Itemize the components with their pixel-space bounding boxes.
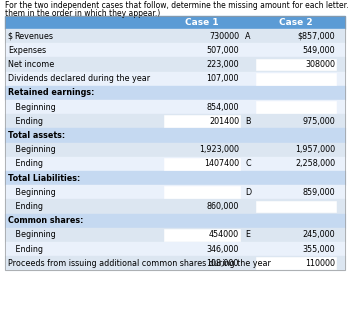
- Text: 2,258,000: 2,258,000: [295, 159, 335, 169]
- Text: 860,000: 860,000: [206, 202, 239, 211]
- Bar: [5, 142, 345, 157]
- Bar: [256, 201, 336, 212]
- Bar: [5, 43, 345, 58]
- Text: 730000: 730000: [209, 31, 239, 41]
- Text: Case 2: Case 2: [279, 18, 313, 27]
- Bar: [256, 257, 336, 269]
- Text: Beginning: Beginning: [8, 103, 56, 112]
- Text: For the two independent cases that follow, determine the missing amount for each: For the two independent cases that follo…: [5, 1, 350, 10]
- Bar: [5, 16, 345, 29]
- Bar: [5, 157, 345, 171]
- Bar: [5, 29, 345, 43]
- Text: 308000: 308000: [305, 60, 335, 69]
- Bar: [5, 72, 345, 86]
- Bar: [5, 86, 345, 100]
- Bar: [5, 100, 345, 114]
- Text: Case 1: Case 1: [185, 18, 219, 27]
- Text: Retained earnings:: Retained earnings:: [8, 88, 94, 97]
- Text: Revenues: Revenues: [14, 31, 53, 41]
- Text: Proceeds from issuing additional common shares during the year: Proceeds from issuing additional common …: [8, 259, 271, 268]
- Text: 110000: 110000: [305, 259, 335, 268]
- Text: Total Liabilities:: Total Liabilities:: [8, 174, 80, 183]
- Text: 107,000: 107,000: [206, 74, 239, 83]
- Text: 975,000: 975,000: [302, 117, 335, 126]
- Bar: [5, 256, 345, 270]
- Text: Beginning: Beginning: [8, 188, 56, 197]
- Text: B: B: [245, 117, 251, 126]
- Bar: [5, 185, 345, 199]
- Bar: [5, 242, 345, 256]
- Text: 223,000: 223,000: [206, 60, 239, 69]
- Text: Beginning: Beginning: [8, 145, 56, 154]
- Text: Beginning: Beginning: [8, 231, 56, 239]
- Text: Total assets:: Total assets:: [8, 131, 65, 140]
- Text: Ending: Ending: [8, 159, 43, 169]
- Bar: [256, 59, 336, 70]
- Text: 355,000: 355,000: [302, 245, 335, 253]
- Text: Dividends declared during the year: Dividends declared during the year: [8, 74, 150, 83]
- Bar: [5, 171, 345, 185]
- Bar: [5, 58, 345, 72]
- Text: Ending: Ending: [8, 245, 43, 253]
- Text: them in the order in which they appear.): them in the order in which they appear.): [5, 9, 160, 18]
- Bar: [5, 114, 345, 128]
- Bar: [5, 16, 345, 270]
- Text: 854,000: 854,000: [206, 103, 239, 112]
- Text: 108,000: 108,000: [206, 259, 239, 268]
- Bar: [5, 199, 345, 214]
- Text: 245,000: 245,000: [302, 231, 335, 239]
- Text: 1,957,000: 1,957,000: [295, 145, 335, 154]
- Text: 201400: 201400: [209, 117, 239, 126]
- Bar: [164, 229, 240, 241]
- Text: Ending: Ending: [8, 202, 43, 211]
- Bar: [164, 115, 240, 127]
- Text: E: E: [245, 231, 251, 239]
- Text: $: $: [7, 31, 12, 41]
- Text: 454000: 454000: [209, 231, 239, 239]
- Bar: [5, 214, 345, 228]
- Text: 346,000: 346,000: [206, 245, 239, 253]
- Text: Ending: Ending: [8, 117, 43, 126]
- Text: Common shares:: Common shares:: [8, 216, 83, 225]
- Text: 859,000: 859,000: [302, 188, 335, 197]
- Text: C: C: [245, 159, 251, 169]
- Text: Expenses: Expenses: [8, 46, 46, 55]
- Bar: [256, 73, 336, 85]
- Bar: [5, 128, 345, 142]
- Text: D: D: [245, 188, 251, 197]
- Bar: [164, 158, 240, 170]
- Text: A: A: [245, 31, 251, 41]
- Bar: [5, 228, 345, 242]
- Bar: [164, 186, 240, 198]
- Text: $857,000: $857,000: [298, 31, 335, 41]
- Text: 1,923,000: 1,923,000: [199, 145, 239, 154]
- Text: 507,000: 507,000: [206, 46, 239, 55]
- Text: 549,000: 549,000: [302, 46, 335, 55]
- Text: 1407400: 1407400: [204, 159, 239, 169]
- Bar: [256, 101, 336, 113]
- Text: Net income: Net income: [8, 60, 54, 69]
